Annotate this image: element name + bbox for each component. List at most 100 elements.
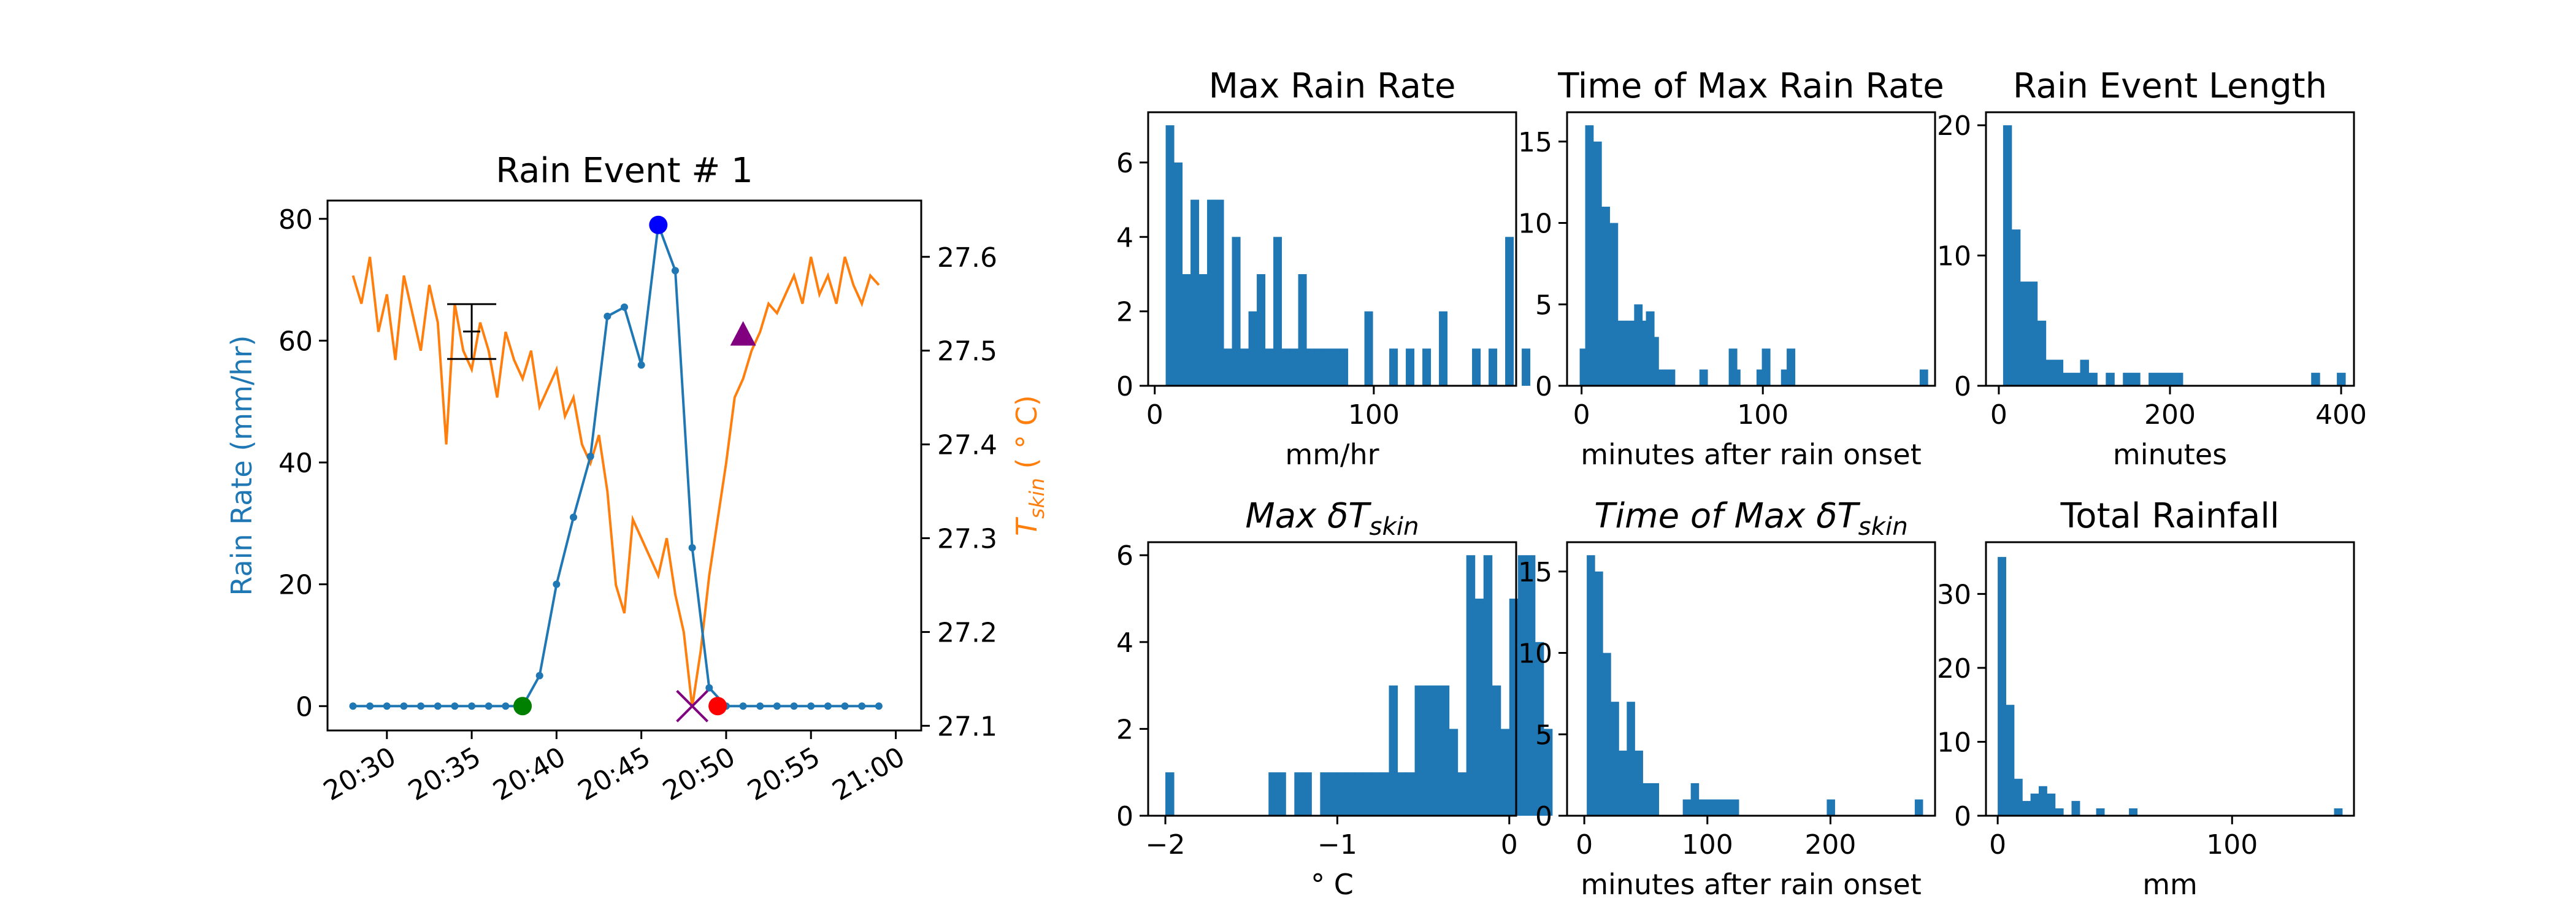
histogram-bar bbox=[1165, 772, 1175, 816]
y-tick-label: 15 bbox=[1518, 127, 1552, 158]
histogram-bar bbox=[1500, 729, 1510, 816]
histogram-title: Time of Max Rain Rate bbox=[1557, 66, 1944, 106]
skin-temp-axis-label-base: T bbox=[1010, 516, 1043, 536]
y-tick-label: 20 bbox=[1937, 653, 1971, 684]
histogram-bar bbox=[1635, 750, 1643, 816]
histogram-bar bbox=[2014, 778, 2023, 816]
rain-rate-point bbox=[502, 702, 510, 710]
histogram-bar bbox=[1328, 772, 1338, 816]
x-tick-label: 20:40 bbox=[488, 741, 571, 807]
y-tick-label: 20 bbox=[278, 570, 313, 601]
rain-rate-point bbox=[671, 267, 679, 275]
x-tick-label: 200 bbox=[2144, 399, 2196, 431]
histogram-bar bbox=[1919, 369, 1928, 386]
histogram-bar bbox=[1303, 772, 1312, 816]
histogram-bar bbox=[2131, 372, 2141, 386]
histogram-bar bbox=[1601, 206, 1610, 386]
histogram-bar bbox=[1281, 348, 1290, 386]
histogram-bar bbox=[1609, 223, 1619, 386]
histogram-bar bbox=[1273, 237, 1282, 386]
rain-rate-point bbox=[535, 672, 543, 680]
histogram-bar bbox=[1666, 369, 1676, 386]
x-tick-label: 100 bbox=[1682, 829, 1733, 861]
rain-rate-point bbox=[570, 513, 578, 521]
histogram-bar bbox=[1642, 320, 1651, 386]
x-tick-label: 0 bbox=[1146, 399, 1163, 431]
histogram-bar bbox=[2334, 808, 2343, 816]
x-tick-label: 20:35 bbox=[403, 741, 486, 807]
x-tick-label: 0 bbox=[1990, 399, 2007, 431]
histogram-frame bbox=[1147, 111, 1517, 387]
histogram-bar bbox=[1449, 729, 1459, 816]
histogram-bar bbox=[2011, 229, 2021, 386]
x-tick-label: 0 bbox=[1989, 829, 2006, 861]
x-tick-label: 0 bbox=[1573, 399, 1590, 431]
histogram-bar bbox=[1619, 750, 1627, 816]
histogram-bar bbox=[1198, 274, 1208, 386]
histogram-bar bbox=[1240, 348, 1249, 386]
rain-rate-point bbox=[841, 702, 849, 710]
histogram-title: Time of Max δTskin bbox=[1594, 496, 1908, 541]
rain-rate-axis-label: Rain Rate (mm/hr) bbox=[225, 335, 258, 596]
y-tick-label: 0 bbox=[1954, 801, 1971, 832]
x-tick-label: 100 bbox=[2206, 829, 2258, 861]
histogram-bar bbox=[1505, 237, 1514, 386]
y-tick-label: 6 bbox=[1116, 540, 1133, 572]
histogram-bar bbox=[1730, 799, 1739, 816]
histogram-bar bbox=[1371, 772, 1381, 816]
histogram-bar bbox=[1389, 685, 1398, 816]
histogram-bar bbox=[2337, 372, 2346, 386]
histogram-bar bbox=[2088, 372, 2098, 386]
skin-temp-axis-label: Tskin ( ° C) bbox=[1010, 395, 1049, 536]
rain-rate-point bbox=[400, 702, 408, 710]
histogram-bar bbox=[1406, 772, 1416, 816]
histogram-bar bbox=[1781, 369, 1790, 386]
histogram-bar bbox=[2038, 786, 2047, 816]
histogram-frame bbox=[1566, 541, 1936, 817]
histogram-bar bbox=[1643, 783, 1651, 816]
histogram-bar bbox=[1472, 348, 1481, 386]
rain-event-title: Rain Event # 1 bbox=[496, 151, 753, 191]
histogram-h2: 0 5 10 15 0 100 Time of Max Rain Rate minutes a… bbox=[1518, 66, 1944, 471]
histogram-bar bbox=[1682, 799, 1692, 816]
histogram-bar bbox=[2054, 359, 2064, 386]
rain-rate-point bbox=[366, 702, 374, 710]
histogram-bar bbox=[1224, 348, 1233, 386]
y-tick-label: 10 bbox=[1937, 727, 1971, 758]
rain-rate-point bbox=[434, 702, 442, 710]
rain-rate-point bbox=[468, 702, 476, 710]
histogram-bar bbox=[1998, 557, 2006, 816]
histogram-bar bbox=[2123, 372, 2132, 386]
y-tick-label: 20 bbox=[1937, 110, 1971, 142]
y-tick-label: 5 bbox=[1535, 719, 1552, 751]
min-skin-temp-marker-b bbox=[676, 689, 709, 723]
x-tick-label: 0 bbox=[1576, 829, 1593, 861]
rain-rate-point bbox=[349, 702, 357, 710]
y-tick-label: 15 bbox=[1518, 557, 1552, 588]
histogram-bar bbox=[2157, 372, 2166, 386]
y-tick-label: 0 bbox=[296, 691, 313, 723]
histogram-bar bbox=[1440, 685, 1450, 816]
histogram-bar bbox=[2037, 320, 2047, 386]
histogram-bar bbox=[1277, 772, 1286, 816]
histogram-bar bbox=[2149, 372, 2158, 386]
histogram-title: Total Rainfall bbox=[2060, 496, 2280, 536]
y-tick-label: 60 bbox=[278, 326, 313, 357]
recovery-marker bbox=[730, 321, 756, 346]
y-tick-label: 5 bbox=[1535, 289, 1552, 321]
histogram-bar bbox=[1722, 799, 1731, 816]
y-tick-label: 0 bbox=[1535, 801, 1552, 832]
histogram-xlabel: minutes after rain onset bbox=[1581, 868, 1922, 901]
x-tick-label: 20:55 bbox=[742, 741, 825, 807]
rain-rate-point bbox=[586, 453, 594, 461]
histogram-bar bbox=[2166, 372, 2175, 386]
rain-rate-point bbox=[451, 702, 459, 710]
histogram-title-base: Time of Max δT bbox=[1594, 496, 1860, 536]
histogram-bar bbox=[2071, 800, 2080, 816]
histogram-bar bbox=[1314, 348, 1324, 386]
histogram-bar bbox=[1294, 772, 1303, 816]
histogram-bar bbox=[1585, 125, 1594, 386]
histogram-bar bbox=[1914, 799, 1923, 816]
histogram-bar bbox=[1389, 348, 1398, 386]
